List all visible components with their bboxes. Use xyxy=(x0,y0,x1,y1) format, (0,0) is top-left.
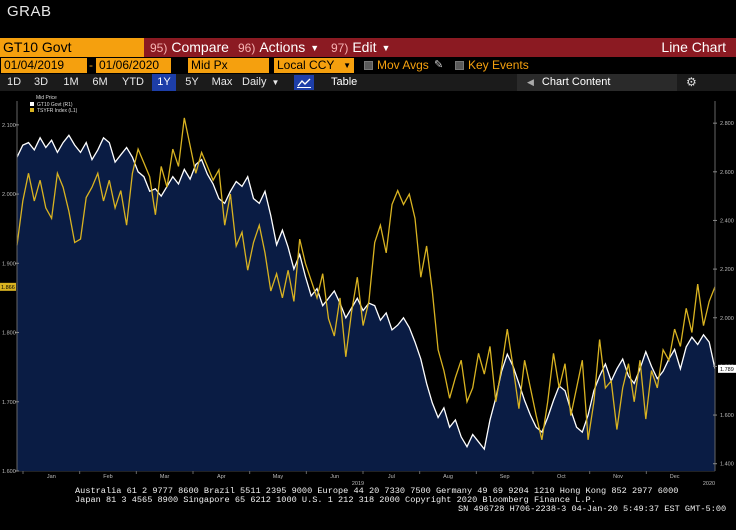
start-date-field[interactable]: 01/04/2019 xyxy=(1,58,87,73)
key-events-label: Key Events xyxy=(468,58,529,72)
parameter-bar: 01/04/2019 - 01/06/2020 Mid Px Local CCY… xyxy=(0,57,736,74)
x-axis-month-label: Jun xyxy=(330,474,339,480)
right-axis-tick-label: 2.800 xyxy=(720,121,734,127)
key-events-checkbox[interactable] xyxy=(455,61,464,70)
right-axis-tick-label: 2.000 xyxy=(720,316,734,322)
left-last-value-badge xyxy=(0,282,16,291)
range-selector-bar: 1D 3D 1M 6M YTD 1Y 5Y Max Daily ▼ Table ◀… xyxy=(0,74,736,91)
bloomberg-footer: Australia 61 2 9777 8600 Brazil 5511 239… xyxy=(0,486,736,530)
left-axis-tick-label: 1.700 xyxy=(2,400,16,406)
x-axis: Jan Feb Mar Apr May Jun Jul Aug Sep Oct Nov Dec 2019… xyxy=(22,471,715,486)
tsyfr-line-series xyxy=(16,117,716,440)
chevron-down-icon: ▼ xyxy=(310,43,320,53)
window-title: GRAB xyxy=(7,3,52,20)
x-axis-month-label: Sep xyxy=(500,474,510,480)
legend-swatch-tsyfr xyxy=(30,108,34,112)
date-separator: - xyxy=(89,58,93,72)
legend-entry-tsyfr: TSYFR Index (L1) xyxy=(37,108,78,114)
x-axis-month-label: Dec xyxy=(670,474,680,480)
range-1y-button[interactable]: 1Y xyxy=(152,74,176,91)
range-6m-button[interactable]: 6M xyxy=(92,76,108,88)
right-y-axis: 2.8002.6002.4002.2002.0001.8001.6001.400… xyxy=(713,101,736,471)
actions-button-label: Actions xyxy=(259,39,306,55)
footer-session-line: SN 496728 H706-2238-3 04-Jan-20 5:49:37 … xyxy=(458,504,727,514)
footer-contacts-line-1: Australia 61 2 9777 8600 Brazil 5511 239… xyxy=(75,486,679,496)
right-axis-tick-label: 2.200 xyxy=(720,267,734,273)
edit-menu-button[interactable]: 97) Edit ▼ xyxy=(331,38,390,57)
left-axis-tick-label: 1.900 xyxy=(2,261,16,267)
range-5y-button[interactable]: 5Y xyxy=(185,76,199,88)
compare-button-number: 95) xyxy=(150,41,168,55)
right-axis-tick-label: 1.600 xyxy=(720,413,734,419)
legend-entry-gt10: GT10 Govt (R1) xyxy=(37,102,73,108)
caret-left-icon: ◀ xyxy=(527,77,534,87)
left-axis-tick-label: 2.100 xyxy=(2,123,16,129)
right-last-value-label: 1.789 xyxy=(720,367,734,373)
command-bar: GT10 Govt 95) Compare 96) Actions ▼ 97) Edit… xyxy=(0,38,736,57)
compare-button[interactable]: 95) Compare xyxy=(150,38,229,57)
chevron-down-icon: ▼ xyxy=(271,78,280,87)
right-axis-tick-label: 2.600 xyxy=(720,170,734,176)
range-max-button[interactable]: Max xyxy=(211,76,233,88)
left-y-axis: 2.100 2.000 1.900 1.800 1.700 1.600 1.866 xyxy=(0,101,19,475)
x-axis-month-label: Jan xyxy=(47,474,56,480)
left-axis-tick-label: 2.000 xyxy=(2,192,16,198)
chart-content-label: Chart Content xyxy=(541,76,611,88)
chevron-down-icon: ▼ xyxy=(343,61,351,70)
line-chart-icon xyxy=(297,78,311,88)
range-1m-button[interactable]: 1M xyxy=(63,76,79,88)
price-field-select[interactable]: Mid Px xyxy=(188,58,269,73)
left-axis-tick-label: 1.800 xyxy=(2,331,16,337)
chart-content-button[interactable]: ◀ Chart Content xyxy=(517,74,677,91)
currency-value: Local CCY xyxy=(277,58,335,72)
x-axis-month-label: Nov xyxy=(613,474,623,480)
security-ticker-field[interactable]: GT10 Govt xyxy=(0,38,144,57)
currency-select[interactable]: Local CCY ▼ xyxy=(274,58,354,73)
table-button[interactable]: Table xyxy=(331,76,358,88)
gt10-area-series xyxy=(16,134,716,472)
x-axis-month-label: Mar xyxy=(160,474,170,480)
gear-icon[interactable]: ⚙ xyxy=(686,75,697,89)
view-title: Line Chart xyxy=(661,39,726,55)
x-axis-year-label: 2020 xyxy=(703,481,715,486)
legend-swatch-gt10 xyxy=(30,102,34,106)
tsyfr-line xyxy=(16,117,716,440)
x-axis-year-label: 2019 xyxy=(352,481,364,486)
gt10-line xyxy=(16,134,716,451)
actions-menu-button[interactable]: 96) Actions ▼ xyxy=(238,38,319,57)
footer-contacts-line-2: Japan 81 3 4565 8900 Singapore 65 6212 1… xyxy=(75,495,596,505)
line-chart-plot[interactable]: 2.100 2.000 1.900 1.800 1.700 1.600 1.866 2.80… xyxy=(0,91,736,486)
right-axis-tick-label: 2.400 xyxy=(720,218,734,224)
mov-avgs-label: Mov Avgs xyxy=(377,58,429,72)
pencil-icon[interactable]: ✎ xyxy=(434,59,444,71)
x-axis-month-label: May xyxy=(273,474,284,480)
range-3d-button[interactable]: 3D xyxy=(33,76,49,88)
mov-avgs-checkbox[interactable] xyxy=(364,61,373,70)
right-axis-tick-label: 1.400 xyxy=(720,462,734,468)
left-axis-tick-label: 1.600 xyxy=(2,469,16,475)
x-axis-month-label: Apr xyxy=(217,474,226,480)
frequency-value: Daily xyxy=(242,76,267,88)
edit-button-label: Edit xyxy=(352,39,377,55)
frequency-select[interactable]: Daily ▼ xyxy=(242,74,290,91)
compare-button-label: Compare xyxy=(171,39,229,55)
legend-title: Mid Price xyxy=(36,95,57,101)
range-1d-button[interactable]: 1D xyxy=(6,76,22,88)
gt10-area-fill xyxy=(17,135,715,472)
line-chart-type-button[interactable] xyxy=(294,75,314,90)
edit-button-number: 97) xyxy=(331,41,349,55)
x-axis-month-label: Jul xyxy=(388,474,395,480)
window-title-bar: GRAB xyxy=(0,0,736,38)
x-axis-month-label: Aug xyxy=(443,474,453,480)
x-axis-month-label: Feb xyxy=(103,474,112,480)
actions-button-number: 96) xyxy=(238,41,256,55)
right-last-value-badge xyxy=(718,364,736,373)
x-axis-month-label: Oct xyxy=(557,474,566,480)
end-date-field[interactable]: 01/06/2020 xyxy=(96,58,171,73)
range-ytd-button[interactable]: YTD xyxy=(122,76,144,88)
left-last-value-label: 1.866 xyxy=(1,285,15,291)
chevron-down-icon: ▼ xyxy=(381,43,391,53)
